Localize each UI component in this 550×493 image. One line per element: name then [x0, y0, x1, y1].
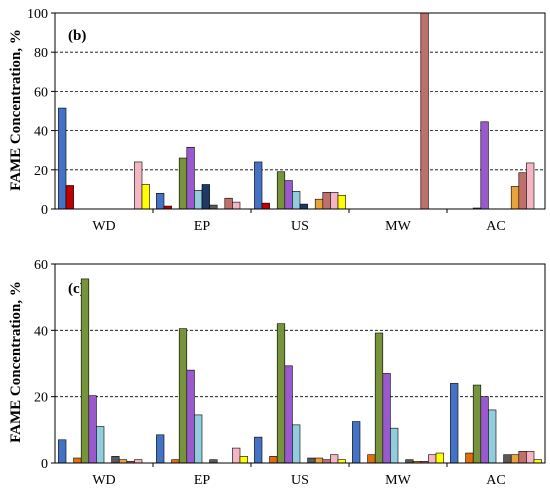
panel-b-bar-us-12 [337, 194, 346, 210]
panel-b-y-tick-label: 100 [27, 7, 48, 22]
panel-c-bar-mw-4 [374, 332, 384, 464]
panel-b-plot-frame [54, 12, 546, 210]
panel-c-bar-mw-5 [382, 373, 391, 464]
panel-b-bar-ep-6 [194, 190, 203, 210]
panel-c-bar-wd-5 [88, 395, 97, 464]
panel-b-x-tick-label-wd: WD [92, 219, 115, 234]
panel-c-y-tick-label: 0 [41, 457, 48, 472]
panel-b-bar-us-10 [322, 192, 331, 210]
panel-c-bar-wd-1 [58, 439, 67, 464]
panel-c-bar-ac-6 [488, 409, 497, 464]
panel-c-bar-wd-6 [96, 426, 105, 464]
panel-c-bar-ac-11 [526, 451, 535, 464]
panel-c-x-tick-label-mw: MW [385, 473, 411, 488]
panel-b-y-tick-label: 80 [34, 46, 48, 61]
panel-c-x-tick-label-wd: WD [92, 473, 115, 488]
panel-b-label: (b) [68, 28, 86, 44]
panel-b-bar-wd-1 [58, 107, 67, 210]
panel-b-bar-us-2 [261, 202, 270, 210]
panel-c-bar-ep-12 [239, 456, 248, 464]
panel-c-bar-us-4 [276, 323, 286, 464]
panel-c-x-tick-label-ac: AC [486, 473, 505, 488]
panel-b-bar-ac-9 [510, 186, 520, 210]
panel-c-y-tick-label: 20 [34, 391, 48, 406]
panel-b-bar-ep-11 [232, 201, 241, 210]
panel-c-y-axis-label: FAME Concentration, % [8, 281, 24, 443]
panel-c-bar-mw-6 [390, 427, 399, 464]
panel-c-bar-ac-1 [450, 383, 459, 464]
panel-c-bar-ep-1 [156, 434, 165, 464]
panel-c-y-tick-label: 60 [34, 258, 48, 273]
panel-b-bar-ac-10 [518, 172, 527, 210]
panel-b-bar-wd-11 [134, 161, 143, 210]
panel-c-bar-wd-3 [73, 457, 82, 464]
panel-b-bar-ep-4 [178, 157, 188, 210]
panel-b-y-tick-label: 40 [34, 125, 48, 140]
panel-b-bar-us-11 [330, 192, 339, 210]
panel-b-chart: FAME Concentration, % (b) 0 20 40 60 80 100 WD… [8, 7, 546, 234]
panel-b-bar-us-6 [292, 191, 301, 210]
panel-c-bar-ac-10 [518, 451, 527, 464]
panel-b-bar-wd-2 [65, 185, 74, 210]
panel-c-bar-mw-1 [352, 421, 361, 464]
panel-b-bar-us-4 [276, 171, 286, 210]
panel-c-label: (c) [68, 281, 85, 297]
panel-c-bar-mw-3 [367, 454, 376, 464]
panel-c-y-tick-label: 40 [34, 324, 48, 339]
panel-c-x-tick-label-ep: EP [194, 473, 211, 488]
panel-c-bar-us-11 [330, 454, 339, 464]
panel-b-bar-us-9 [314, 198, 324, 210]
panel-b-x-tick-label-ac: AC [486, 219, 505, 234]
panel-b-bar-ac-5 [480, 121, 489, 210]
panel-c-chart: FAME Concentration, % (c) 0 20 40 60 WD EP US M… [8, 258, 546, 488]
panel-c-bar-wd-8 [111, 456, 120, 464]
panel-c-bar-us-6 [292, 424, 301, 464]
panel-c-bar-ac-5 [480, 396, 489, 464]
panel-c-bar-mw-11 [428, 454, 437, 464]
panel-c-bar-ep-4 [178, 328, 188, 464]
panel-c-bar-ac-3 [465, 452, 474, 464]
panel-c-bar-ac-9 [510, 454, 520, 464]
panel-b-y-tick-label: 60 [34, 85, 48, 100]
panel-c-x-tick-label-us: US [291, 473, 309, 488]
panel-c-bar-us-3 [269, 456, 278, 464]
panel-b-bar-ep-1 [156, 193, 165, 210]
panel-b-y-axis-label: FAME Concentration, % [8, 29, 24, 191]
panel-b-bar-ac-11 [526, 162, 535, 210]
panel-b-y-tick-label: 20 [34, 164, 48, 179]
panel-c-bar-us-9 [314, 457, 324, 464]
panel-c-bar-us-8 [307, 457, 316, 464]
panel-b-bar-ep-8 [209, 204, 218, 210]
panel-c-bar-ac-4 [472, 384, 482, 464]
panel-b-bar-ep-7 [201, 184, 210, 210]
panel-b-bar-mw-10 [420, 12, 429, 210]
panel-b-bar-us-5 [284, 180, 293, 210]
panel-c-bar-wd-4 [80, 278, 90, 464]
panel-b-y-tick-label: 0 [41, 203, 48, 218]
panel-c-bar-ep-11 [232, 447, 241, 464]
panel-b-x-tick-label-mw: MW [385, 219, 411, 234]
panel-b-bar-us-7 [299, 203, 308, 210]
panel-b-bar-ep-5 [186, 146, 195, 210]
panel-b-bar-ep-10 [224, 197, 233, 210]
panel-c-bar-ep-6 [194, 414, 203, 464]
panel-b-x-tick-label-us: US [291, 219, 309, 234]
panel-b-bar-wd-12 [141, 184, 150, 210]
panel-b-x-tick-label-ep: EP [194, 219, 211, 234]
panel-c-bar-mw-12 [435, 452, 444, 464]
panel-c-plot-frame [54, 263, 546, 464]
panel-c-bar-us-1 [254, 436, 263, 464]
panel-c-bar-ep-5 [186, 369, 195, 464]
panel-b-bar-us-1 [254, 161, 263, 210]
panel-c-bar-ac-8 [503, 454, 512, 464]
panel-c-bar-us-5 [284, 365, 293, 464]
